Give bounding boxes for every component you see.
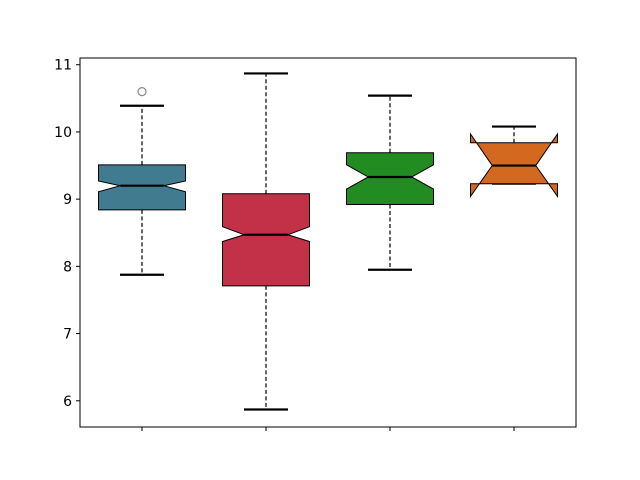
y-tick-label: 6 [63, 394, 72, 410]
box-3 [346, 94, 434, 271]
plot-frame [79, 57, 577, 428]
y-tick-label: 9 [63, 192, 72, 208]
plot-area [80, 58, 576, 427]
box-body [222, 193, 310, 287]
y-tick-label: 10 [54, 125, 72, 141]
box-1 [98, 87, 186, 276]
box-body [98, 164, 186, 211]
box-4 [470, 125, 558, 199]
outlier-point [137, 87, 147, 97]
box-2 [222, 72, 310, 411]
y-tick-label: 11 [54, 58, 72, 74]
y-tick-label: 8 [63, 259, 72, 275]
y-tick-label: 7 [63, 327, 72, 343]
box-body [346, 152, 434, 206]
